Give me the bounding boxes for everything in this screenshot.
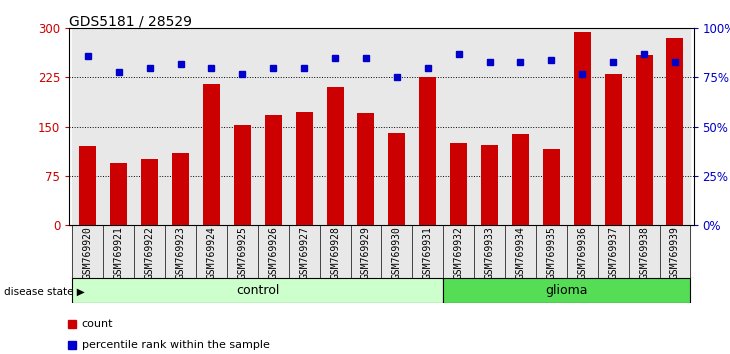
Bar	[536, 28, 566, 225]
Text: GSM769931: GSM769931	[423, 226, 433, 279]
Bar	[381, 225, 412, 278]
Bar	[381, 28, 412, 225]
Text: GSM769922: GSM769922	[145, 226, 155, 279]
Bar	[141, 159, 158, 225]
Bar	[165, 225, 196, 278]
Text: count: count	[82, 319, 113, 329]
Bar	[227, 225, 258, 278]
Text: GSM769921: GSM769921	[114, 226, 124, 279]
Bar	[443, 28, 474, 225]
Bar	[350, 28, 381, 225]
Text: GSM769925: GSM769925	[237, 226, 247, 279]
Text: GSM769920: GSM769920	[83, 226, 93, 279]
Text: GSM769935: GSM769935	[546, 226, 556, 279]
Bar	[566, 28, 598, 225]
Bar	[604, 74, 622, 225]
Bar	[358, 113, 374, 225]
Text: GSM769934: GSM769934	[515, 226, 526, 279]
Text: disease state ▶: disease state ▶	[4, 287, 85, 297]
Bar	[481, 145, 498, 225]
Text: GSM769939: GSM769939	[670, 226, 680, 279]
Bar	[110, 162, 127, 225]
Bar	[659, 225, 691, 278]
Bar	[574, 32, 591, 225]
Bar	[265, 115, 282, 225]
Text: GSM769927: GSM769927	[299, 226, 310, 279]
Bar	[104, 28, 134, 225]
Bar	[350, 225, 381, 278]
Bar	[474, 28, 505, 225]
Bar	[326, 87, 344, 225]
Text: GSM769938: GSM769938	[639, 226, 649, 279]
Bar	[512, 135, 529, 225]
Bar	[72, 278, 443, 303]
Text: control: control	[236, 284, 280, 297]
Bar	[72, 225, 104, 278]
Bar	[412, 28, 443, 225]
Bar	[474, 225, 505, 278]
Text: GSM769923: GSM769923	[176, 226, 185, 279]
Text: GSM769933: GSM769933	[485, 226, 494, 279]
Bar	[666, 38, 683, 225]
Bar	[296, 112, 312, 225]
Text: GDS5181 / 28529: GDS5181 / 28529	[69, 14, 192, 28]
Bar	[134, 225, 165, 278]
Bar	[134, 28, 165, 225]
Bar	[80, 146, 96, 225]
Bar	[203, 84, 220, 225]
Bar	[258, 225, 289, 278]
Bar	[443, 225, 474, 278]
Text: GSM769930: GSM769930	[392, 226, 402, 279]
Text: GSM769936: GSM769936	[577, 226, 587, 279]
Text: GSM769929: GSM769929	[361, 226, 371, 279]
Bar	[450, 143, 467, 225]
Text: GSM769932: GSM769932	[453, 226, 464, 279]
Bar	[543, 149, 560, 225]
Text: GSM769924: GSM769924	[207, 226, 217, 279]
Bar	[258, 28, 289, 225]
Bar	[289, 225, 320, 278]
Bar	[172, 153, 189, 225]
Bar	[536, 225, 566, 278]
Text: GSM769937: GSM769937	[608, 226, 618, 279]
Bar	[598, 225, 629, 278]
Bar	[165, 28, 196, 225]
Text: GSM769926: GSM769926	[269, 226, 278, 279]
Text: GSM769928: GSM769928	[330, 226, 340, 279]
Bar	[196, 28, 227, 225]
Bar	[598, 28, 629, 225]
Bar	[104, 225, 134, 278]
Bar	[419, 78, 437, 225]
Bar	[636, 55, 653, 225]
Bar	[443, 278, 691, 303]
Bar	[234, 125, 251, 225]
Bar	[72, 28, 104, 225]
Bar	[629, 225, 659, 278]
Bar	[388, 133, 405, 225]
Bar	[227, 28, 258, 225]
Bar	[505, 28, 536, 225]
Bar	[289, 28, 320, 225]
Bar	[320, 28, 350, 225]
Bar	[412, 225, 443, 278]
Bar	[320, 225, 350, 278]
Bar	[659, 28, 691, 225]
Bar	[629, 28, 659, 225]
Text: percentile rank within the sample: percentile rank within the sample	[82, 340, 269, 350]
Bar	[566, 225, 598, 278]
Bar	[505, 225, 536, 278]
Bar	[196, 225, 227, 278]
Text: glioma: glioma	[545, 284, 588, 297]
